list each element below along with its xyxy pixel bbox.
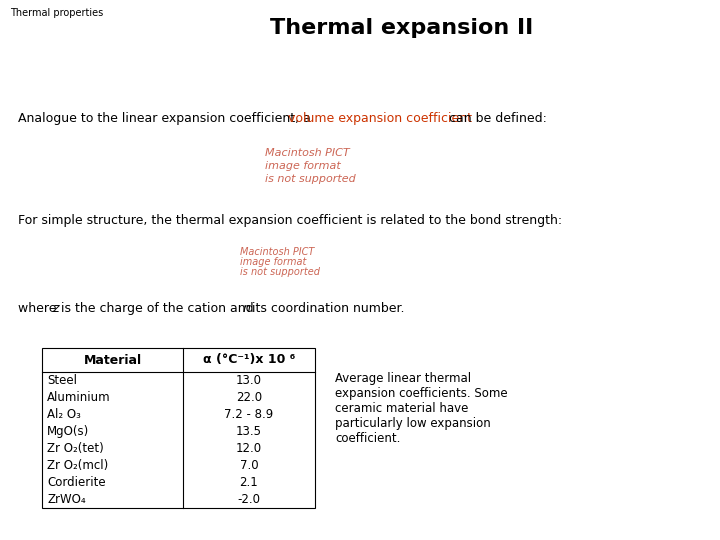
Text: Macintosh PICT: Macintosh PICT bbox=[265, 148, 350, 158]
Text: is not supported: is not supported bbox=[240, 267, 320, 277]
Text: Thermal properties: Thermal properties bbox=[10, 8, 103, 18]
Text: For simple structure, the thermal expansion coefficient is related to the bond s: For simple structure, the thermal expans… bbox=[18, 214, 562, 227]
Text: Thermal expansion II: Thermal expansion II bbox=[270, 18, 534, 38]
Bar bbox=[42, 348, 315, 508]
Text: Al₂ O₃: Al₂ O₃ bbox=[47, 408, 81, 421]
Text: Zr O₂(mcl): Zr O₂(mcl) bbox=[47, 459, 108, 472]
Text: 7.0: 7.0 bbox=[240, 459, 258, 472]
Text: 7.2 - 8.9: 7.2 - 8.9 bbox=[225, 408, 274, 421]
Text: 22.0: 22.0 bbox=[236, 391, 262, 404]
Text: Macintosh PICT: Macintosh PICT bbox=[240, 247, 315, 257]
Text: its coordination number.: its coordination number. bbox=[248, 302, 405, 315]
Text: Aluminium: Aluminium bbox=[47, 391, 111, 404]
Text: Average linear thermal: Average linear thermal bbox=[335, 372, 471, 385]
Text: 12.0: 12.0 bbox=[236, 442, 262, 455]
Text: coefficient.: coefficient. bbox=[335, 432, 400, 445]
Text: Material: Material bbox=[84, 354, 142, 367]
Text: n: n bbox=[243, 302, 251, 315]
Text: MgO(s): MgO(s) bbox=[47, 425, 89, 438]
Text: image format: image format bbox=[265, 161, 341, 171]
Text: 13.0: 13.0 bbox=[236, 374, 262, 387]
Text: 13.5: 13.5 bbox=[236, 425, 262, 438]
Text: Steel: Steel bbox=[47, 374, 77, 387]
Text: -2.0: -2.0 bbox=[238, 493, 261, 506]
Text: is the charge of the cation and: is the charge of the cation and bbox=[58, 302, 258, 315]
Text: is not supported: is not supported bbox=[265, 174, 356, 184]
Text: particularly low expansion: particularly low expansion bbox=[335, 417, 491, 430]
Text: image format: image format bbox=[240, 257, 307, 267]
Text: Zr O₂(tet): Zr O₂(tet) bbox=[47, 442, 104, 455]
Text: Analogue to the linear expansion coefficient, a: Analogue to the linear expansion coeffic… bbox=[18, 112, 315, 125]
Text: α (°C⁻¹)x 10 ⁶: α (°C⁻¹)x 10 ⁶ bbox=[203, 354, 295, 367]
Text: z: z bbox=[52, 302, 58, 315]
Text: can be defined:: can be defined: bbox=[445, 112, 547, 125]
Text: Cordierite: Cordierite bbox=[47, 476, 106, 489]
Text: ZrWO₄: ZrWO₄ bbox=[47, 493, 86, 506]
Text: where: where bbox=[18, 302, 60, 315]
Text: 2.1: 2.1 bbox=[240, 476, 258, 489]
Text: expansion coefficients. Some: expansion coefficients. Some bbox=[335, 387, 508, 400]
Text: volume expansion coefficient: volume expansion coefficient bbox=[288, 112, 472, 125]
Text: ceramic material have: ceramic material have bbox=[335, 402, 469, 415]
